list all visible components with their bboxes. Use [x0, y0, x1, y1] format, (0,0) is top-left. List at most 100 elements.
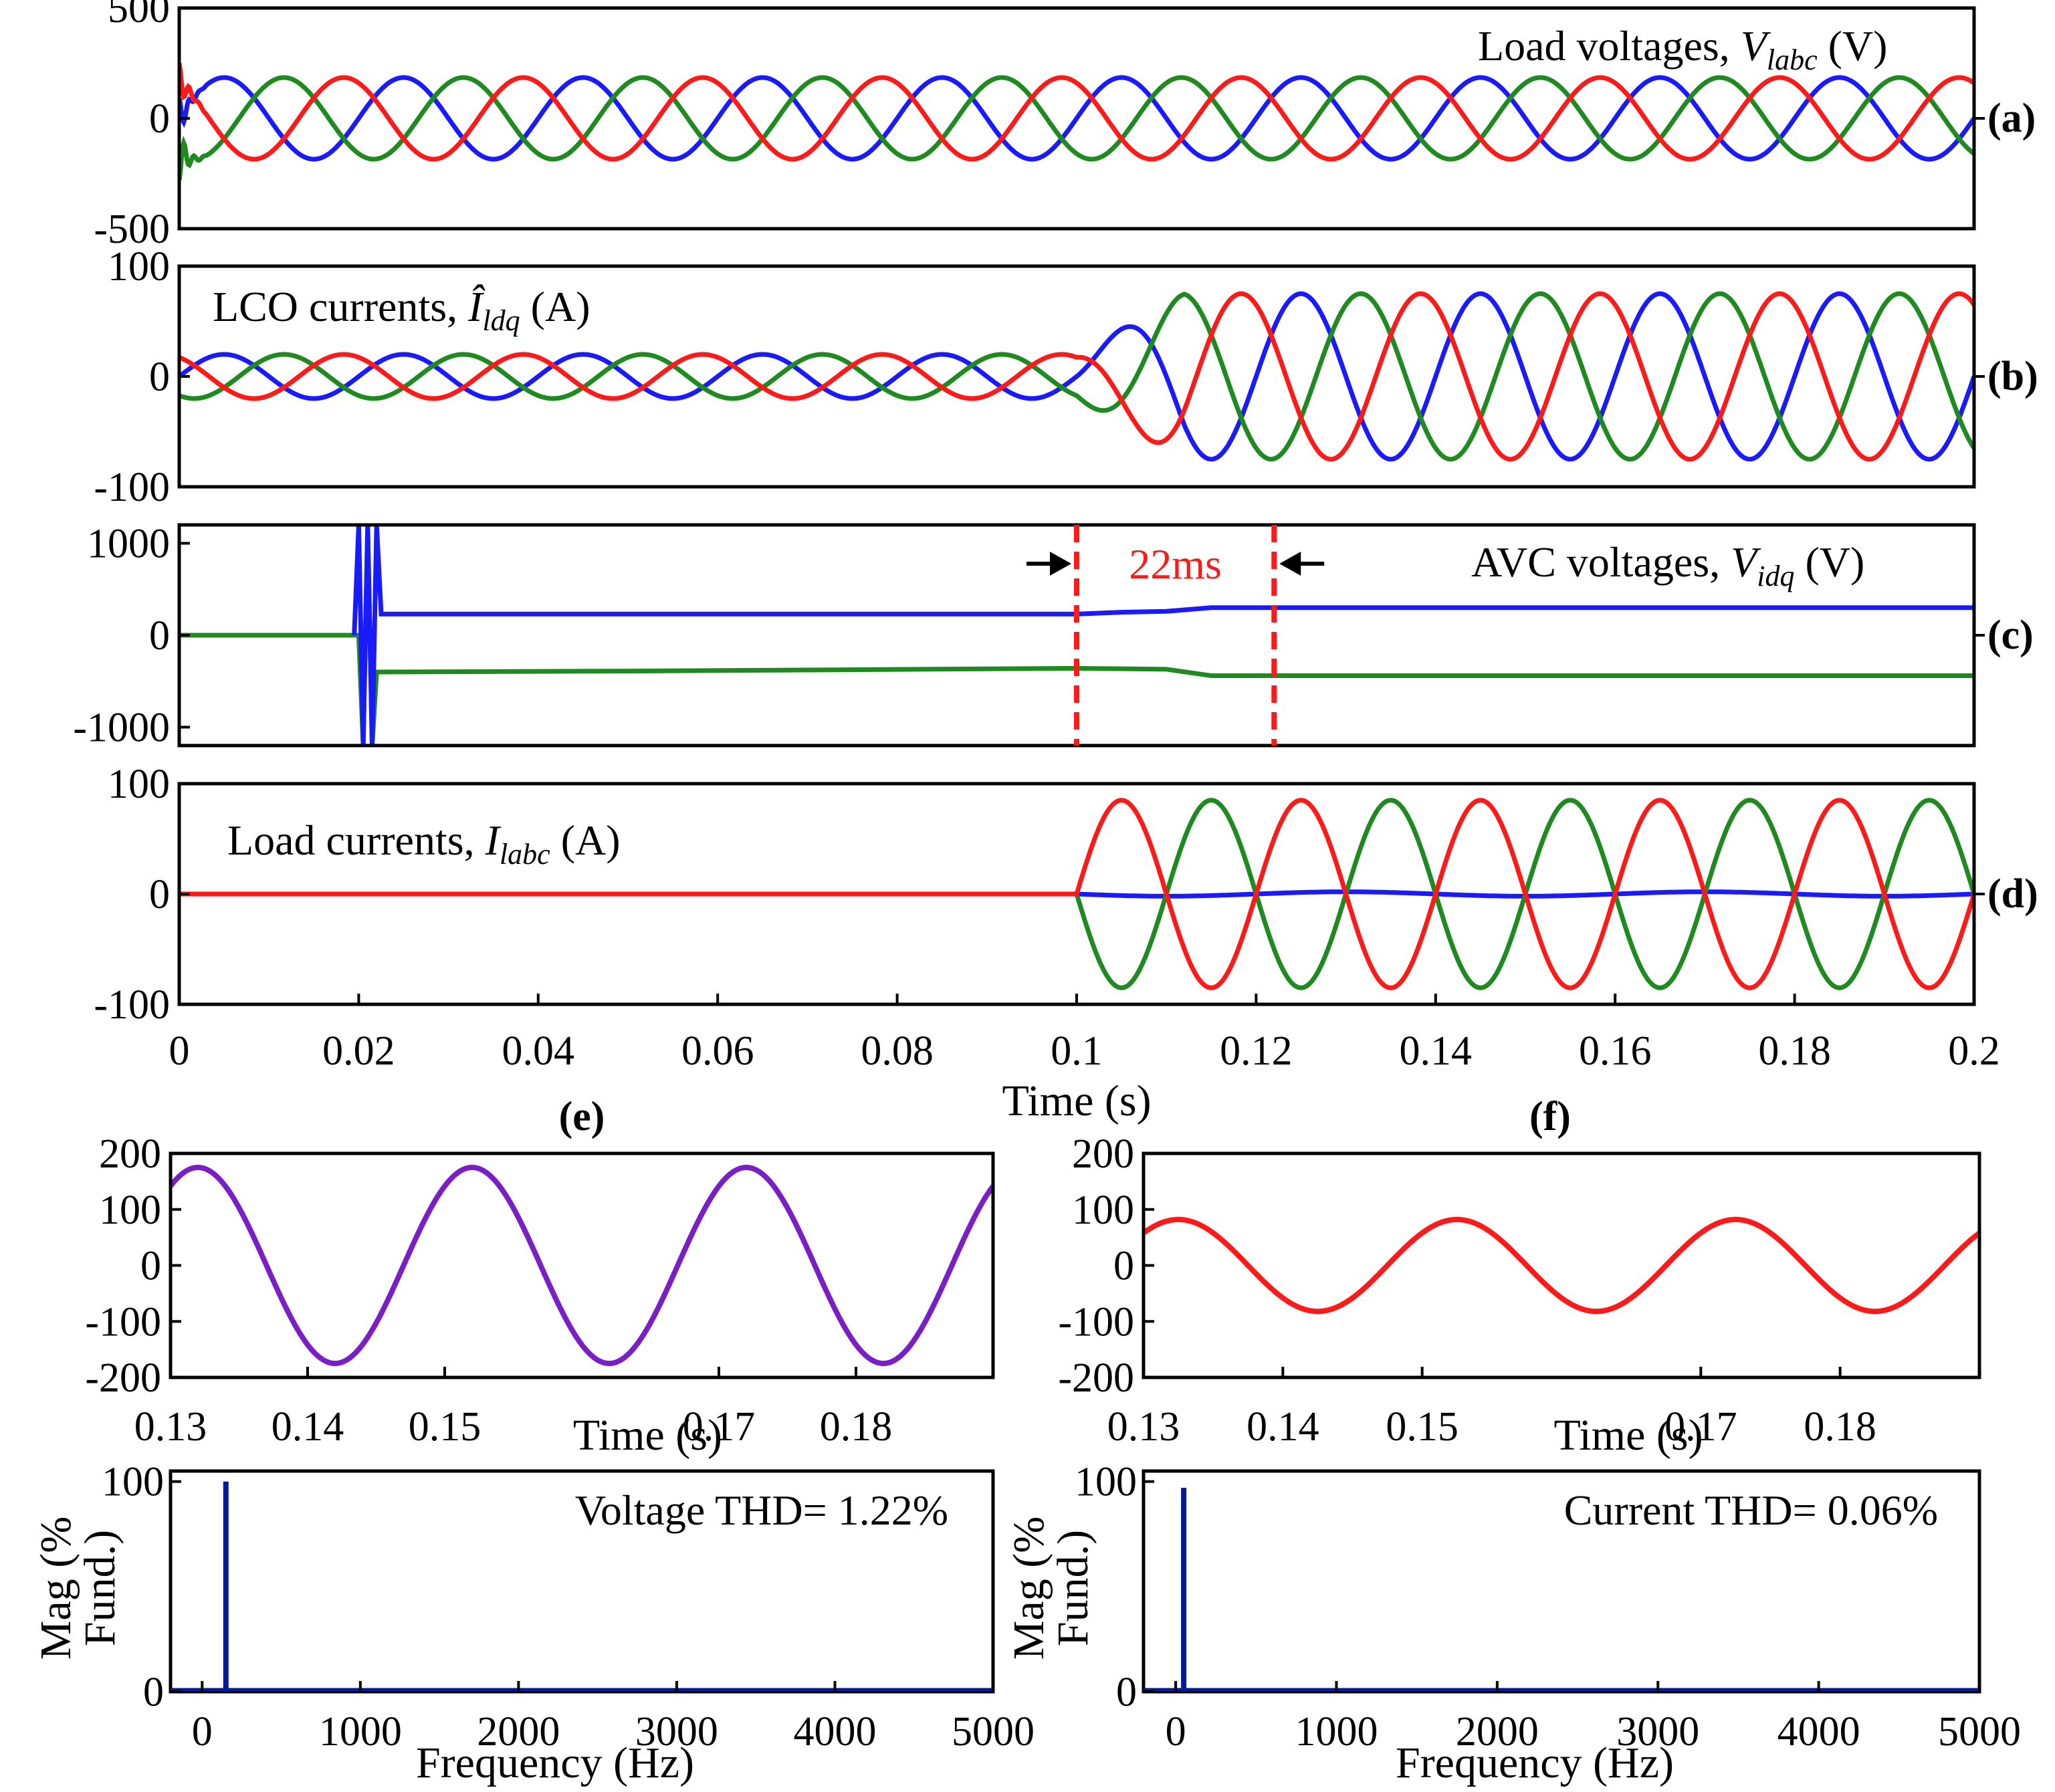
- annotation-prefix: AVC voltages,: [1471, 538, 1731, 586]
- x-tick-label: 0.14: [1400, 1028, 1473, 1074]
- annotation-subscript: labc: [1767, 43, 1818, 76]
- series-annotation: AVC voltages, Vidq (V): [1471, 538, 1864, 592]
- y-tick-label: 0: [149, 613, 170, 659]
- x-tick-label: 0.17: [1664, 1404, 1737, 1450]
- y-tick-label: 0: [1116, 1670, 1137, 1715]
- y-tick-label: -500: [94, 207, 170, 252]
- x-tick-label: 0.18: [1758, 1028, 1831, 1074]
- y-tick-label: 0: [149, 354, 170, 400]
- y-tick-label: -100: [94, 982, 170, 1028]
- y-tick-label: -1000: [73, 705, 170, 751]
- x-tick-label: 1000: [319, 1709, 402, 1755]
- fft-bar: [1181, 1488, 1187, 1692]
- y-tick-label: 0: [143, 1670, 164, 1715]
- x-tick-label: 0.14: [1247, 1404, 1319, 1450]
- panel-label: (b): [1987, 354, 2038, 399]
- panel-label: (a): [1987, 96, 2036, 141]
- panel-label: (c): [1987, 612, 2034, 658]
- x-tick-label: 0.15: [1386, 1404, 1458, 1450]
- y-axis-label-line: Fund.): [76, 1530, 124, 1646]
- annotation-suffix: (V): [1794, 538, 1864, 586]
- arrow-left-head: [1050, 552, 1071, 576]
- y-axis-label: Mag (%Fund.): [31, 1517, 124, 1660]
- x-tick-label: 0.17: [683, 1404, 756, 1450]
- inset-title: (e): [559, 1094, 605, 1139]
- x-tick-label: 2000: [477, 1709, 560, 1755]
- y-tick-label: 100: [1075, 1460, 1137, 1505]
- x-tick-label: 0.08: [861, 1028, 934, 1074]
- y-axis-label-line: Mag (%: [1004, 1517, 1053, 1660]
- y-tick-label: 1000: [87, 522, 170, 567]
- x-tick-label: 1000: [1295, 1709, 1378, 1755]
- y-tick-label: 100: [108, 762, 170, 807]
- y-tick-label: 100: [1072, 1188, 1134, 1233]
- y-tick-label: 200: [1072, 1131, 1134, 1177]
- annotation-subscript: ldq: [482, 304, 520, 337]
- x-tick-label: 3000: [635, 1709, 718, 1755]
- series-line: [179, 291, 1974, 462]
- x-tick-label: 0.04: [502, 1028, 575, 1074]
- x-tick-label: 0.14: [272, 1404, 344, 1450]
- x-tick-label: 0.18: [1804, 1404, 1876, 1450]
- fft-frame: [169, 1469, 995, 1694]
- y-tick-label: -200: [1058, 1355, 1134, 1401]
- x-axis-label: Frequency (Hz): [416, 1739, 694, 1787]
- y-tick-label: -100: [94, 465, 170, 510]
- x-tick-label: 3000: [1616, 1709, 1699, 1755]
- series-annotation: Load voltages, Vlabc (V): [1478, 22, 1887, 76]
- annotation-prefix: Load currents,: [227, 816, 485, 864]
- fft-frame: [1142, 1469, 1981, 1694]
- y-axis-label-line: Mag (%: [31, 1517, 80, 1660]
- series-annotation: LCO currents, Îldq (A): [213, 283, 590, 337]
- panel-label: (d): [1987, 871, 2038, 917]
- y-tick-label: 200: [99, 1131, 161, 1177]
- series-line: [179, 75, 1974, 162]
- x-tick-label: 0.12: [1220, 1028, 1293, 1074]
- annotation-subscript: idq: [1757, 560, 1794, 592]
- y-axis-label: Mag (%Fund.): [1004, 1517, 1097, 1660]
- y-tick-label: 500: [108, 0, 170, 31]
- annotation-suffix: (V): [1818, 22, 1888, 70]
- y-axis-label-line: Fund.): [1049, 1530, 1097, 1646]
- marker-label: 22ms: [1129, 540, 1222, 588]
- annotation-symbol: I: [485, 816, 502, 864]
- y-tick-label: -100: [1058, 1299, 1134, 1345]
- x-tick-label: 4000: [793, 1709, 876, 1755]
- y-tick-label: 100: [108, 244, 170, 290]
- annotation-symbol: V: [1731, 538, 1761, 586]
- y-tick-label: 100: [99, 1188, 161, 1233]
- series-line: [179, 62, 1974, 162]
- x-tick-label: 5000: [1938, 1709, 2021, 1755]
- fft-bar: [223, 1481, 229, 1692]
- x-tick-label: 0.16: [1579, 1028, 1652, 1074]
- y-tick-label: 0: [140, 1244, 161, 1289]
- annotation-symbol: V: [1741, 22, 1771, 70]
- annotation-subscript: labc: [500, 838, 550, 871]
- x-axis-label: Frequency (Hz): [1396, 1739, 1674, 1787]
- y-tick-label: 0: [149, 872, 170, 917]
- x-tick-label: 0: [169, 1028, 190, 1074]
- series-line: [179, 75, 1974, 181]
- y-tick-label: -200: [85, 1355, 161, 1401]
- arrow-right-head: [1279, 552, 1301, 576]
- x-tick-label: 0.18: [820, 1404, 893, 1450]
- x-tick-label: 0.15: [409, 1404, 481, 1450]
- annotation-suffix: (A): [520, 283, 590, 330]
- x-tick-label: 2000: [1456, 1709, 1539, 1755]
- series-annotation: Load currents, Ilabc (A): [227, 816, 621, 871]
- series-line: [179, 291, 1974, 462]
- x-tick-label: 0: [192, 1709, 213, 1755]
- series-line: [179, 798, 1974, 990]
- x-axis-label: Time (s): [1002, 1077, 1151, 1125]
- y-tick-label: 0: [1113, 1244, 1134, 1289]
- inset-title: (f): [1529, 1094, 1571, 1139]
- annotation-prefix: Load voltages,: [1478, 22, 1741, 70]
- y-tick-label: 100: [102, 1460, 164, 1505]
- x-tick-label: 0.06: [681, 1028, 754, 1074]
- x-tick-label: 0.02: [322, 1028, 395, 1074]
- x-axis-label: Time (s): [573, 1411, 722, 1460]
- x-tick-label: 0: [1166, 1709, 1186, 1755]
- x-tick-label: 0.2: [1948, 1028, 2000, 1074]
- inset-frame: [1142, 1151, 1981, 1379]
